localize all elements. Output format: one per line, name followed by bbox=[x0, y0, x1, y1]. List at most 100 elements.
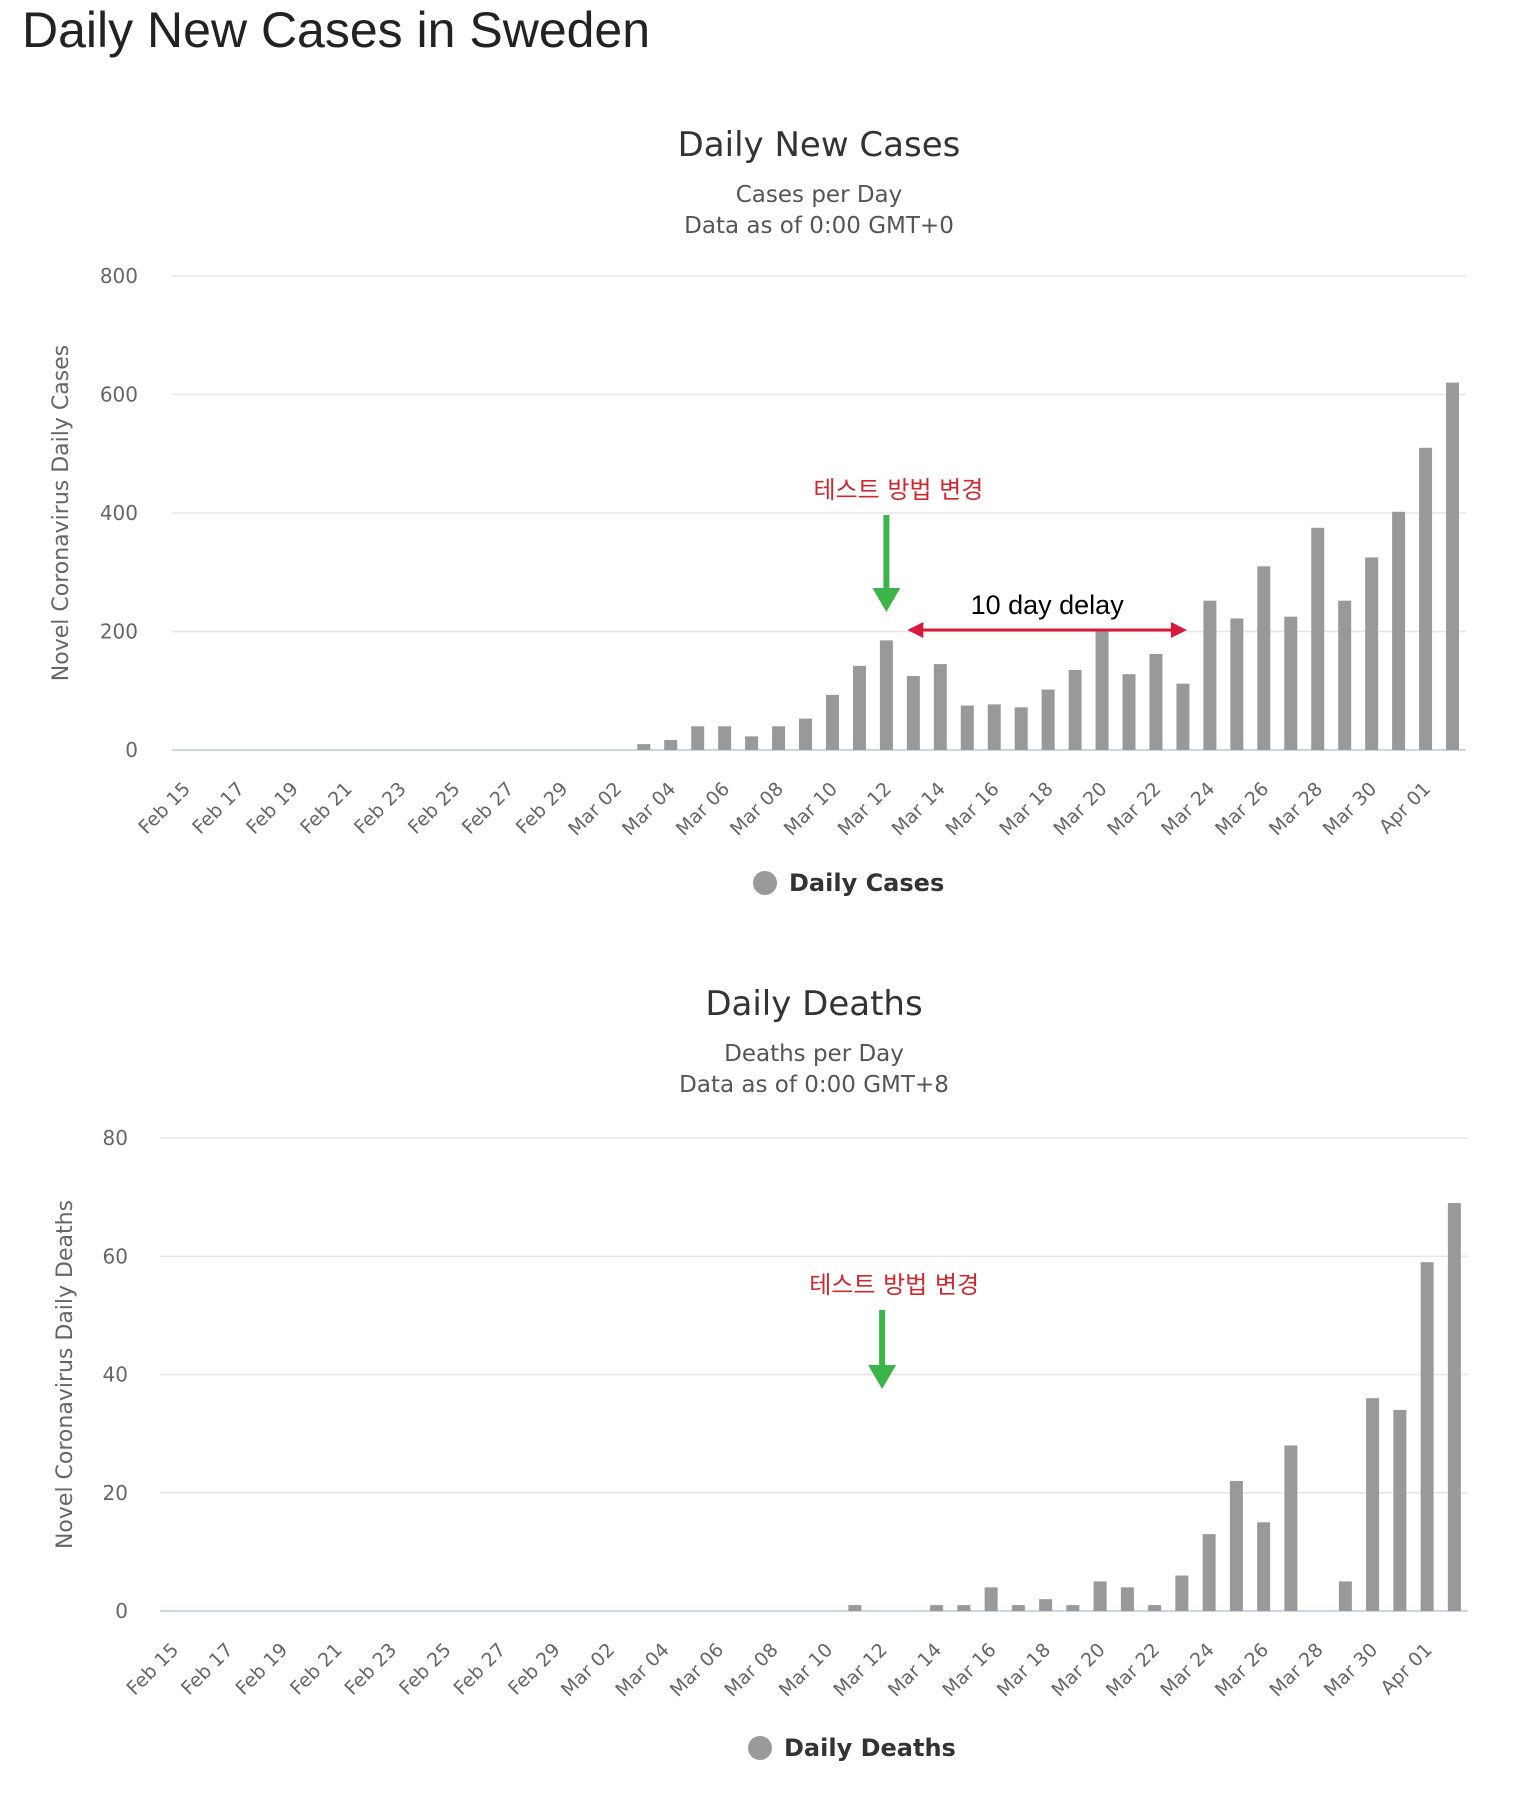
x-tick-label: Feb 23 bbox=[340, 1639, 401, 1700]
x-tick-label: Feb 25 bbox=[395, 1639, 456, 1700]
bar[interactable] bbox=[852, 665, 866, 750]
bar[interactable] bbox=[1095, 631, 1109, 751]
bar[interactable] bbox=[664, 739, 678, 750]
bar[interactable] bbox=[691, 726, 705, 750]
x-tick-label: Feb 15 bbox=[134, 778, 195, 839]
x-tick-label: Feb 17 bbox=[188, 778, 249, 839]
x-tick-label: Mar 26 bbox=[1211, 778, 1273, 840]
bar[interactable] bbox=[960, 705, 974, 750]
legend-marker[interactable] bbox=[748, 1736, 772, 1760]
bar[interactable] bbox=[1338, 1581, 1352, 1611]
x-tick-label: Mar 18 bbox=[993, 1639, 1055, 1701]
x-tick-label: Apr 01 bbox=[1375, 778, 1435, 838]
bar[interactable] bbox=[1120, 1587, 1134, 1611]
x-tick-label: Mar 08 bbox=[720, 1639, 782, 1701]
bar[interactable] bbox=[1229, 1480, 1243, 1611]
x-tick-label: Mar 04 bbox=[618, 778, 680, 840]
bar[interactable] bbox=[879, 640, 893, 750]
bar[interactable] bbox=[1366, 1398, 1380, 1611]
bar[interactable] bbox=[1203, 600, 1217, 750]
bar[interactable] bbox=[1257, 1522, 1271, 1611]
daily-cases-chart: Daily New Cases Cases per Day Data as of 0… bbox=[49, 125, 1466, 897]
chart-subtitle: Deaths per Day bbox=[724, 1041, 904, 1067]
legend-marker[interactable] bbox=[753, 871, 777, 895]
x-tick-label: Feb 29 bbox=[504, 1639, 565, 1700]
daily-deaths-chart: Daily Deaths Deaths per Day Data as of 0:0… bbox=[53, 984, 1468, 1762]
bar[interactable] bbox=[825, 694, 839, 750]
legend-label[interactable]: Daily Cases bbox=[789, 869, 944, 897]
delay-arrow-head-left bbox=[907, 622, 924, 638]
bar[interactable] bbox=[1014, 707, 1028, 750]
bar[interactable] bbox=[906, 675, 920, 750]
bar[interactable] bbox=[718, 726, 732, 750]
bar[interactable] bbox=[930, 1605, 944, 1611]
method-change-annotation: 테스트 방법 변경 bbox=[809, 1271, 979, 1299]
bar[interactable] bbox=[1419, 447, 1433, 750]
x-tick-label: Mar 24 bbox=[1156, 1639, 1218, 1701]
bar[interactable] bbox=[1176, 683, 1190, 750]
bar[interactable] bbox=[848, 1605, 862, 1611]
bar[interactable] bbox=[799, 718, 813, 750]
bar[interactable] bbox=[1041, 689, 1055, 750]
x-tick-label: Feb 27 bbox=[458, 778, 519, 839]
x-tick-label: Feb 23 bbox=[350, 778, 411, 839]
legend-label[interactable]: Daily Deaths bbox=[784, 1734, 956, 1762]
bar[interactable] bbox=[1066, 1605, 1080, 1611]
chart-subtitle: Cases per Day bbox=[736, 182, 903, 208]
bar[interactable] bbox=[957, 1605, 971, 1611]
x-tick-label: Mar 02 bbox=[557, 1639, 619, 1701]
bar[interactable] bbox=[1392, 511, 1406, 750]
delay-arrow-head-right bbox=[1170, 622, 1187, 638]
bar[interactable] bbox=[1175, 1575, 1189, 1611]
x-tick-label: Mar 14 bbox=[884, 1639, 946, 1701]
x-tick-label: Mar 06 bbox=[666, 1639, 728, 1701]
bar[interactable] bbox=[1230, 618, 1244, 750]
bar[interactable] bbox=[1393, 1409, 1407, 1611]
bar[interactable] bbox=[1149, 654, 1163, 750]
chart-title: Daily Deaths bbox=[705, 984, 922, 1024]
x-tick-label: Mar 30 bbox=[1319, 778, 1381, 840]
bar[interactable] bbox=[933, 664, 947, 750]
bar[interactable] bbox=[1093, 1581, 1107, 1611]
x-tick-label: Apr 01 bbox=[1376, 1639, 1436, 1699]
y-tick-label: 800 bbox=[100, 264, 138, 288]
x-tick-label: Mar 26 bbox=[1211, 1639, 1273, 1701]
bar[interactable] bbox=[1039, 1599, 1053, 1611]
x-tick-label: Mar 22 bbox=[1102, 1639, 1164, 1701]
y-tick-label: 80 bbox=[103, 1126, 128, 1150]
bar[interactable] bbox=[1284, 616, 1298, 750]
page-title: Daily New Cases in Sweden bbox=[22, 2, 651, 58]
x-tick-label: Mar 28 bbox=[1265, 1639, 1327, 1701]
bar[interactable] bbox=[1311, 527, 1325, 750]
green-arrow-head bbox=[872, 588, 901, 612]
bar[interactable] bbox=[1284, 1445, 1298, 1611]
bar[interactable] bbox=[637, 744, 651, 750]
x-tick-label: Mar 12 bbox=[834, 778, 896, 840]
bar[interactable] bbox=[1068, 670, 1082, 750]
bar[interactable] bbox=[1011, 1605, 1025, 1611]
bar[interactable] bbox=[1365, 557, 1379, 750]
y-tick-label: 200 bbox=[100, 620, 138, 644]
bar[interactable] bbox=[987, 704, 1001, 750]
x-tick-label: Mar 16 bbox=[938, 1639, 1000, 1701]
bar[interactable] bbox=[772, 726, 786, 750]
bar[interactable] bbox=[1338, 600, 1352, 750]
bar[interactable] bbox=[1420, 1262, 1434, 1611]
bar[interactable] bbox=[1446, 382, 1460, 750]
y-axis-label: Novel Coronavirus Daily Cases bbox=[49, 345, 74, 681]
y-tick-label: 40 bbox=[103, 1363, 128, 1387]
x-tick-label: Mar 02 bbox=[564, 778, 626, 840]
x-tick-label: Mar 16 bbox=[941, 778, 1003, 840]
x-tick-label: Mar 10 bbox=[780, 778, 842, 840]
x-tick-label: Feb 29 bbox=[512, 778, 573, 839]
bar[interactable] bbox=[745, 736, 759, 750]
bar[interactable] bbox=[1202, 1534, 1216, 1611]
bar[interactable] bbox=[984, 1587, 998, 1611]
bar[interactable] bbox=[1447, 1203, 1461, 1611]
bar[interactable] bbox=[1148, 1605, 1162, 1611]
bar[interactable] bbox=[1122, 674, 1136, 750]
bar[interactable] bbox=[1257, 566, 1271, 750]
x-tick-label: Feb 21 bbox=[286, 1639, 347, 1700]
green-arrow-head bbox=[868, 1365, 897, 1389]
chart-title: Daily New Cases bbox=[678, 125, 961, 165]
